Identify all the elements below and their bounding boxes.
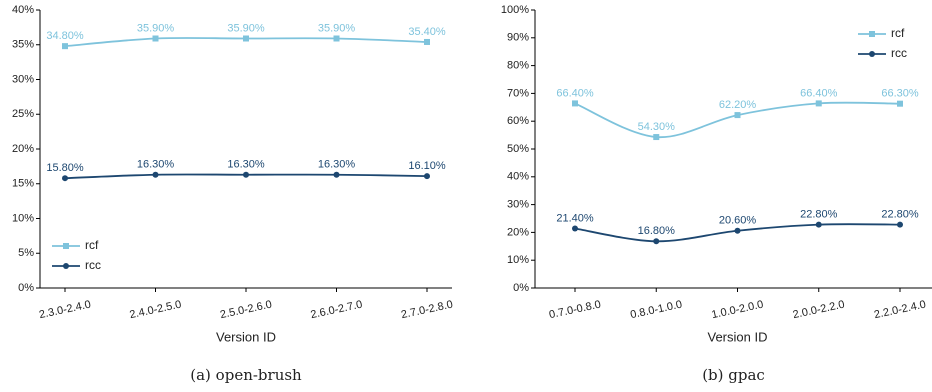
- y-tick-label: 40%: [12, 4, 34, 16]
- legend-marker: [63, 263, 69, 269]
- marker: [62, 175, 68, 182]
- marker: [152, 171, 159, 178]
- caption: (b) gpac: [702, 366, 765, 384]
- value-label: 54.30%: [638, 121, 676, 133]
- marker: [572, 100, 578, 107]
- marker: [897, 221, 903, 228]
- value-label: 16.30%: [227, 159, 265, 171]
- y-tick-label: 5%: [18, 247, 34, 259]
- marker: [243, 171, 249, 178]
- x-axis-label: Version ID: [216, 329, 276, 344]
- marker: [424, 173, 430, 180]
- marker: [152, 35, 159, 42]
- x-tick-label: 2.0.0-2.2.0: [792, 299, 846, 322]
- x-axis-label: Version ID: [708, 329, 768, 344]
- value-label: 66.40%: [800, 87, 838, 99]
- marker: [897, 100, 903, 107]
- value-label: 35.90%: [137, 22, 175, 34]
- y-tick-label: 90%: [507, 32, 529, 44]
- legend-label: rcc: [891, 46, 907, 60]
- y-tick-label: 80%: [507, 60, 529, 72]
- value-label: 21.40%: [556, 212, 594, 224]
- value-label: 34.80%: [46, 30, 84, 42]
- marker: [333, 35, 340, 42]
- value-label: 66.40%: [556, 87, 594, 99]
- y-tick-label: 50%: [507, 143, 529, 155]
- value-label: 15.80%: [46, 162, 84, 174]
- marker: [734, 227, 741, 234]
- y-tick-label: 25%: [12, 108, 34, 120]
- y-tick-label: 15%: [12, 178, 34, 190]
- value-label: 35.90%: [318, 22, 356, 34]
- y-tick-label: 100%: [501, 4, 529, 16]
- legend-marker: [869, 51, 875, 57]
- value-label: 62.20%: [719, 99, 757, 111]
- x-tick-label: 2.4.0-2.5.0: [129, 299, 183, 322]
- y-tick-label: 30%: [12, 73, 34, 85]
- value-label: 16.10%: [408, 160, 446, 172]
- y-tick-label: 10%: [507, 254, 529, 266]
- marker: [333, 171, 340, 178]
- marker: [243, 35, 249, 42]
- y-tick-label: 60%: [507, 115, 529, 127]
- value-label: 22.80%: [800, 209, 838, 221]
- value-label: 35.90%: [227, 22, 265, 34]
- y-tick-label: 35%: [12, 39, 34, 51]
- y-tick-label: 0%: [18, 282, 34, 294]
- y-tick-label: 40%: [507, 171, 529, 183]
- value-label: 16.30%: [318, 159, 356, 171]
- value-label: 16.80%: [638, 225, 676, 237]
- legend-label: rcf: [891, 26, 905, 40]
- x-tick-label: 0.8.0-1.0.0: [629, 299, 683, 322]
- marker: [424, 38, 430, 45]
- legend-label: rcf: [85, 238, 99, 252]
- x-tick-label: 0.7.0-0.8.0: [548, 299, 602, 322]
- marker: [815, 221, 822, 228]
- marker: [653, 238, 660, 245]
- marker: [572, 225, 578, 232]
- y-tick-label: 20%: [12, 143, 34, 155]
- legend-label: rcc: [85, 258, 101, 272]
- marker: [734, 112, 741, 119]
- legend-marker: [63, 243, 69, 249]
- y-tick-label: 0%: [513, 282, 529, 294]
- y-tick-label: 20%: [507, 226, 529, 238]
- x-tick-label: 2.7.0-2.8.0: [400, 299, 454, 322]
- value-label: 66.30%: [881, 88, 919, 100]
- marker: [62, 43, 68, 50]
- y-tick-label: 30%: [507, 199, 529, 211]
- value-label: 20.60%: [719, 215, 757, 227]
- marker: [815, 100, 822, 107]
- x-tick-label: 2.5.0-2.6.0: [219, 299, 273, 322]
- marker: [653, 134, 660, 141]
- caption: (a) open-brush: [190, 366, 302, 384]
- x-tick-label: 2.6.0-2.7.0: [310, 299, 364, 322]
- value-label: 22.80%: [881, 209, 919, 221]
- x-tick-label: 2.2.0-2.4.0: [873, 299, 927, 322]
- y-tick-label: 70%: [507, 87, 529, 99]
- x-tick-label: 1.0.0-2.0.0: [711, 299, 765, 322]
- legend-marker: [869, 31, 875, 37]
- value-label: 16.30%: [137, 159, 175, 171]
- value-label: 35.40%: [408, 26, 446, 38]
- y-tick-label: 10%: [12, 212, 34, 224]
- x-tick-label: 2.3.0-2.4.0: [38, 299, 92, 322]
